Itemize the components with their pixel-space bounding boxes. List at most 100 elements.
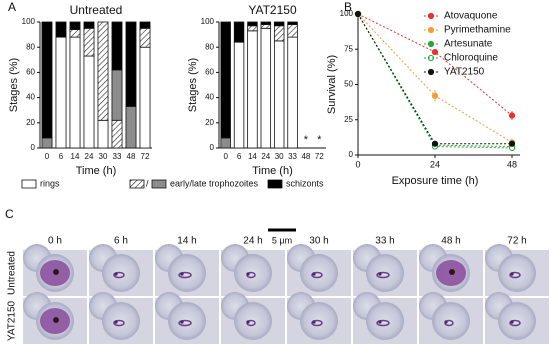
- y-tick-label: 25: [344, 115, 353, 124]
- micrograph: [287, 292, 351, 344]
- parasite-dot: [180, 320, 184, 324]
- bar-segment: [260, 27, 272, 149]
- y-tick-label: 80: [205, 42, 214, 51]
- bar-segment: [111, 21, 123, 71]
- micrograph: [89, 244, 153, 296]
- parasite-dot: [444, 320, 448, 324]
- x-tick-label: 24: [430, 159, 440, 169]
- time-label: 30 h: [309, 236, 328, 247]
- bar-segment: [83, 27, 95, 57]
- parasite-dot: [246, 320, 250, 324]
- micrograph: [419, 292, 483, 344]
- legend-label: Artesunate: [444, 39, 493, 50]
- bar-segment: [233, 21, 245, 43]
- y-tick-label: 100: [201, 17, 215, 26]
- bar-segment: [233, 41, 245, 149]
- y-tick-label: 40: [205, 93, 214, 102]
- panel-label: B: [344, 0, 352, 14]
- bar-segment: [139, 46, 151, 149]
- scale-label: 5 μm: [272, 235, 292, 245]
- annotation: *: [317, 134, 322, 146]
- time-label: 0 h: [48, 236, 62, 247]
- bar-segment: [97, 21, 109, 121]
- x-tick-label: 14: [248, 152, 257, 161]
- y-tick-label: 20: [205, 118, 214, 127]
- parasite-dot: [246, 272, 250, 276]
- parasite: [178, 319, 192, 327]
- marker: [431, 140, 439, 147]
- parasite: [311, 319, 323, 327]
- x-tick-label: 48: [507, 159, 517, 169]
- x-tick-label: 6: [237, 152, 242, 161]
- micrograph: [155, 244, 219, 296]
- y-tick-label: 0: [210, 143, 215, 152]
- y-tick-label: 60: [205, 68, 214, 77]
- panel-label: A: [8, 0, 16, 14]
- legend-swatch: [267, 179, 283, 189]
- x-axis-label: Time (h): [76, 165, 117, 177]
- bar-segment: [69, 36, 81, 149]
- parasite: [311, 271, 323, 279]
- micrograph: [221, 292, 285, 344]
- time-label: 6 h: [114, 236, 128, 247]
- x-tick-label: 24: [85, 152, 94, 161]
- micrograph: [485, 292, 549, 344]
- bar-segment: [83, 21, 95, 29]
- annotation: *: [304, 134, 309, 146]
- pigment: [53, 317, 59, 323]
- legend-label: Pyrimethamine: [444, 25, 511, 36]
- bar-segment: [69, 21, 81, 30]
- micrograph: [155, 292, 219, 344]
- y-tick-label: 60: [26, 68, 35, 77]
- x-tick-label: 0: [355, 159, 360, 169]
- bar-segment: [139, 27, 151, 48]
- time-label: 14 h: [177, 236, 196, 247]
- parasite-dot: [378, 320, 382, 324]
- micrograph: [89, 292, 153, 344]
- x-tick-label: 72: [315, 152, 324, 161]
- y-tick-label: 50: [344, 80, 353, 89]
- micrograph: [287, 244, 351, 296]
- bar-segment: [287, 24, 298, 38]
- legend-label: Chloroquine: [444, 53, 498, 64]
- bar-segment: [41, 21, 53, 139]
- parasite-dot: [510, 320, 514, 324]
- x-tick-label: 14: [71, 152, 80, 161]
- micrograph: [485, 244, 549, 296]
- time-label: 33 h: [375, 236, 394, 247]
- x-tick-label: 0: [45, 152, 50, 161]
- bar-segment: [125, 106, 137, 149]
- micrograph: [353, 292, 417, 344]
- pigment: [53, 269, 59, 275]
- bar-segment: [287, 36, 298, 149]
- legend-label: /: [146, 178, 149, 188]
- parasite-dot: [312, 320, 316, 324]
- bar-segment: [111, 119, 123, 149]
- x-tick-label: 30: [99, 152, 108, 161]
- parasite: [509, 319, 521, 327]
- x-tick-label: 6: [59, 152, 64, 161]
- bar-segment: [55, 36, 67, 149]
- y-tick-label: 75: [344, 44, 353, 53]
- bar-segment: [125, 21, 137, 107]
- y-tick-label: 40: [26, 93, 35, 102]
- bar-segment: [260, 24, 272, 29]
- bar-segment: [273, 40, 285, 149]
- parasite: [178, 271, 192, 279]
- time-label: 72 h: [507, 236, 526, 247]
- x-tick-label: 33: [113, 152, 122, 161]
- x-tick-label: 48: [301, 152, 310, 161]
- marker: [508, 112, 516, 119]
- y-tick-label: 0: [31, 143, 36, 152]
- legend-swatch: [129, 179, 145, 189]
- legend-label: YAT2150: [444, 67, 485, 78]
- bar-segment: [97, 119, 109, 149]
- micrograph: [23, 292, 87, 344]
- bar-segment: [273, 25, 285, 42]
- chart-title: Untreated: [70, 3, 123, 17]
- y-tick-label: 100: [340, 9, 354, 18]
- parasite: [376, 271, 390, 279]
- bar-segment: [111, 69, 123, 121]
- bar-segment: [287, 21, 298, 25]
